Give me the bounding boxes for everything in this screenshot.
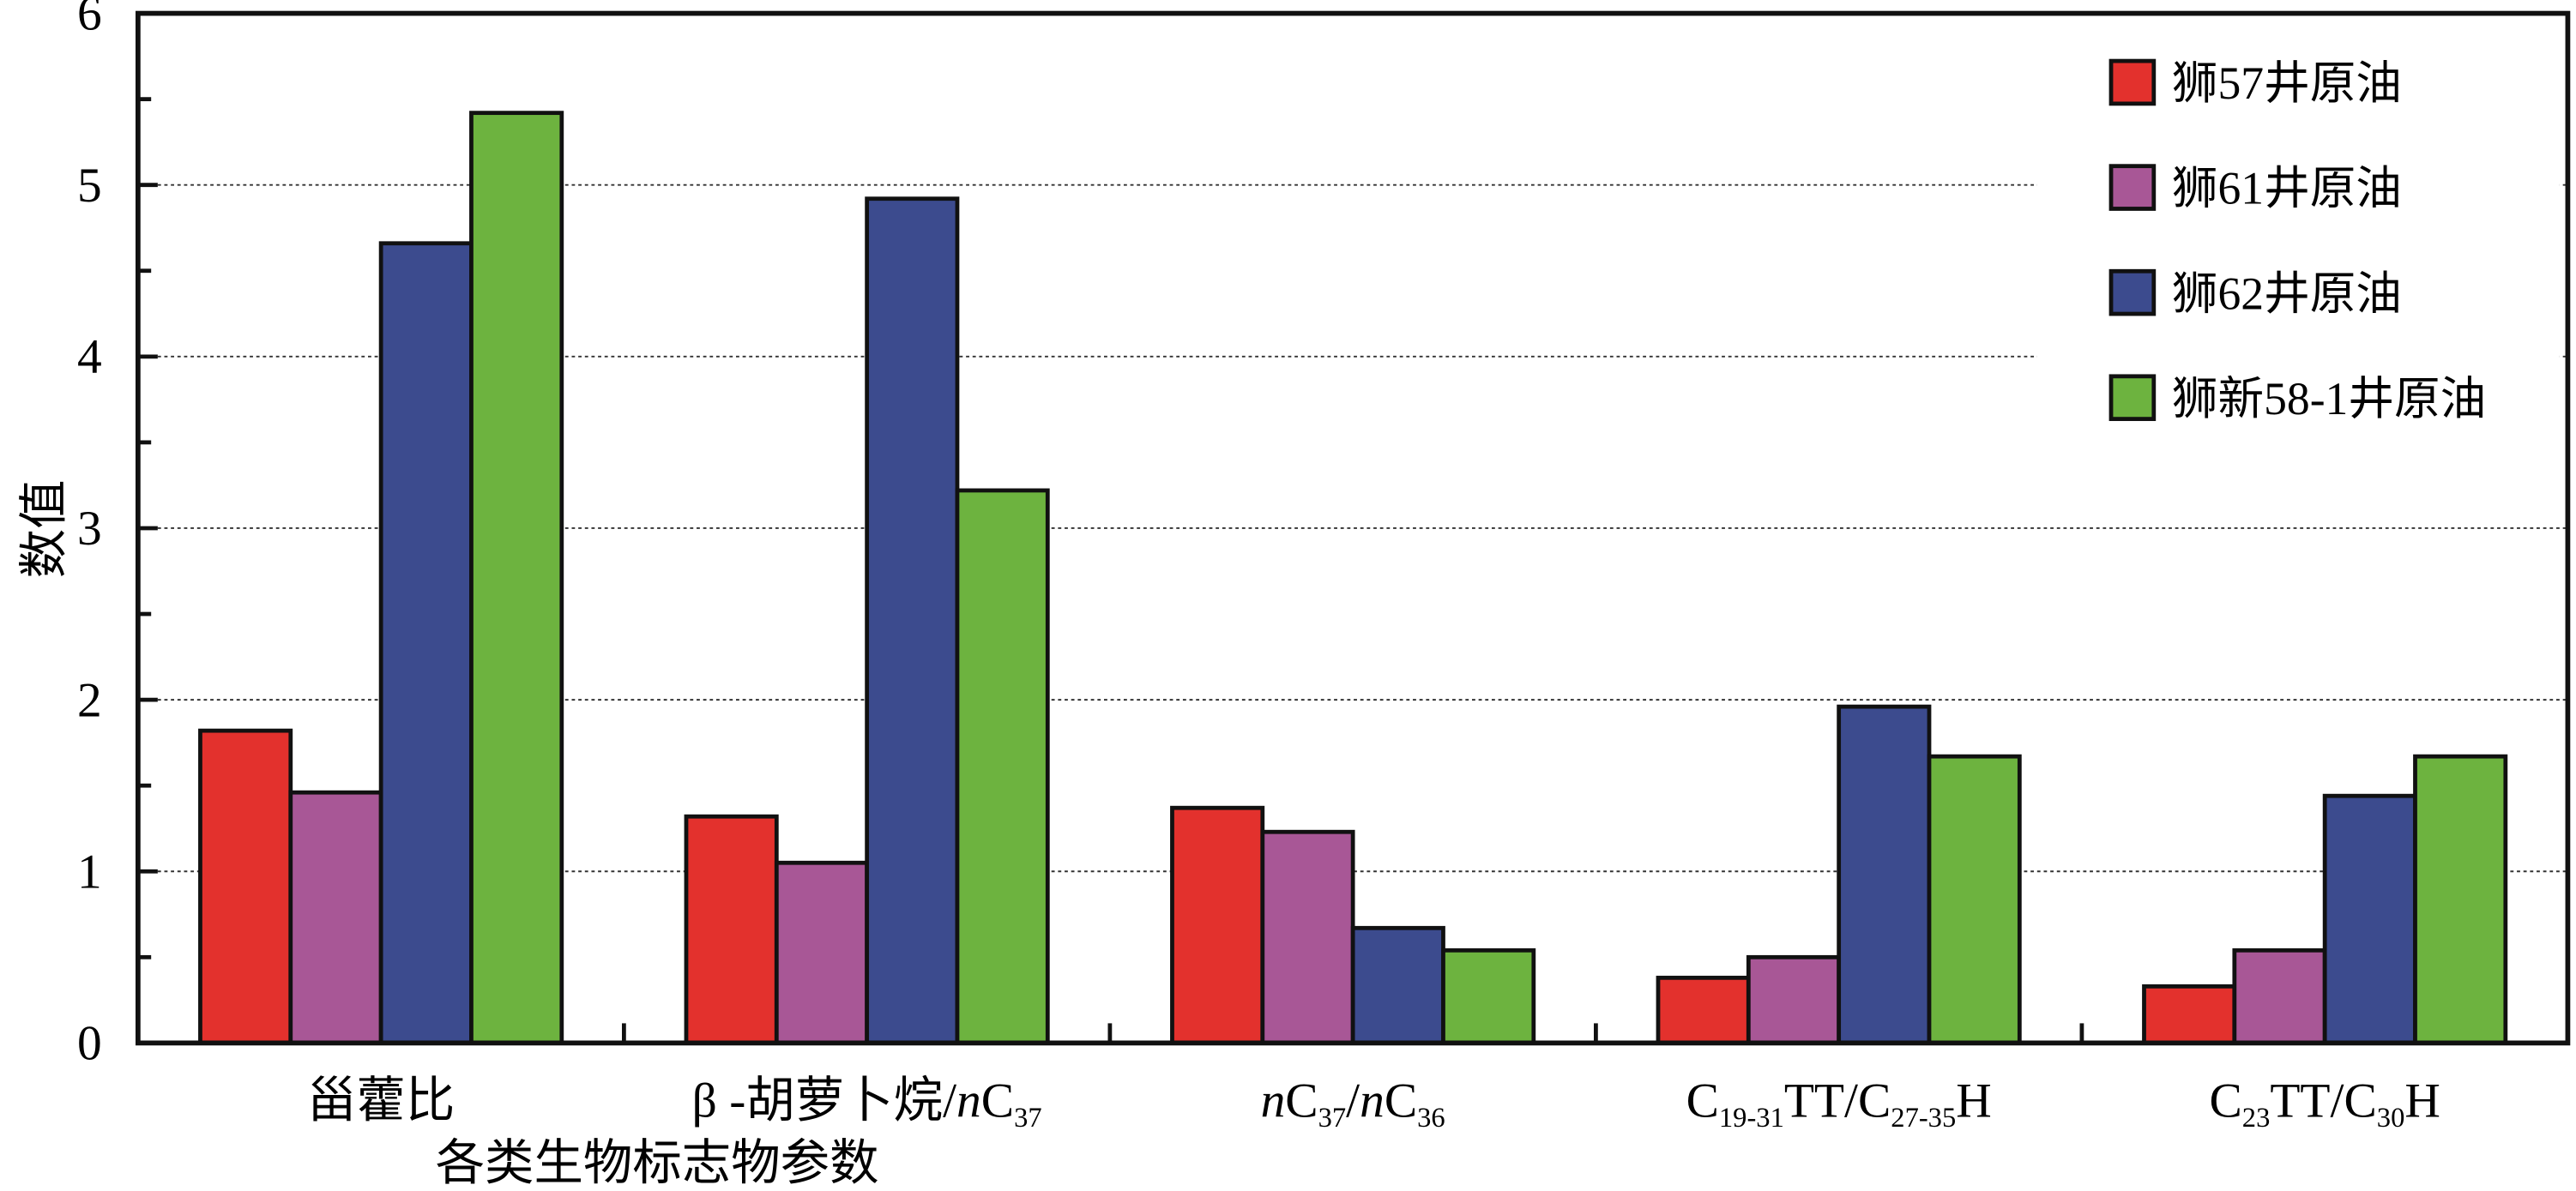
legend-label: 狮新58-1井原油 [2172,373,2486,424]
x-tick-label-part: 27-35 [1891,1103,1956,1134]
bar [2142,983,2237,1045]
y-tick-label: 2 [77,673,102,727]
legend-label: 狮62井原油 [2172,268,2402,319]
x-tick-label-part: 23 [2242,1103,2271,1134]
bar [1746,954,1842,1045]
bar [1260,829,1355,1045]
bar [865,196,960,1045]
x-tick-label-part: TT/C [2270,1074,2376,1128]
y-tick-label: 4 [77,330,102,384]
bar [1170,805,1265,1045]
legend-swatch [2108,58,2157,106]
y-tick-label: 0 [77,1017,102,1071]
x-tick-label-part: 甾藿比 [307,1074,455,1128]
bar [1441,947,1536,1045]
x-tick-label: C19-31​TT/C27-35​H [1686,1074,1992,1134]
x-tick-label-part: n [1360,1074,1385,1128]
x-tick-label-part: H [1956,1074,1991,1128]
bar [288,790,383,1045]
x-tick-label: C23​TT/C30​H [2209,1074,2440,1134]
x-tick-label-part: 36 [1417,1103,1445,1134]
bar [2322,793,2417,1045]
x-tick-label-part: 19-31 [1719,1103,1784,1134]
x-tick-label-part: n [1261,1074,1286,1128]
x-tick-label-part: n [956,1074,981,1128]
y-tick-label: 5 [77,159,102,213]
x-tick-label: 甾藿比 [307,1074,455,1128]
x-axis-title: 各类生物标志物参数 [436,1136,879,1190]
y-tick-label: 6 [77,0,102,41]
x-tick-label-part: 37 [1318,1103,1347,1134]
legend-label: 狮61井原油 [2172,163,2402,214]
bar [2232,947,2327,1045]
x-tick-label-part: C [981,1074,1014,1128]
x-tick-label-part: TT/C [1784,1074,1891,1128]
x-tick-label: nC37​/nC36​ [1261,1074,1445,1134]
bar [1927,754,2022,1045]
x-tick-label-part: C [1385,1074,1417,1128]
bar [684,814,779,1045]
bar [198,728,293,1045]
bar [955,488,1050,1045]
legend-swatch [2108,268,2157,316]
y-tick-label: 1 [77,845,102,899]
y-tick-label: 3 [77,502,102,556]
bars [198,111,2508,1045]
legend-label: 狮57井原油 [2172,57,2402,109]
x-tick-label-part: C [2209,1074,2241,1128]
bar [469,111,564,1045]
x-tick-label-part: C [1686,1074,1719,1128]
legend-swatch [2108,164,2157,211]
bar [774,860,870,1045]
x-tick-label: β -胡萝卜烷/nC37​ [692,1074,1042,1134]
bar [378,241,474,1045]
x-tick-label-part: 30 [2377,1103,2405,1134]
y-axis-title: 数值 [18,479,72,578]
bar [1656,975,1751,1045]
x-tick-label-part: / [1346,1074,1360,1128]
bar [1350,925,1445,1045]
x-tick-label-part: β -胡萝卜烷/ [692,1074,956,1128]
bar [1837,704,1932,1045]
legend-swatch [2108,374,2157,422]
x-tick-label-part: 37 [1014,1103,1042,1134]
x-tick-label-part: C [1285,1074,1318,1128]
bar [2413,754,2508,1045]
x-tick-label-part: H [2404,1074,2440,1128]
